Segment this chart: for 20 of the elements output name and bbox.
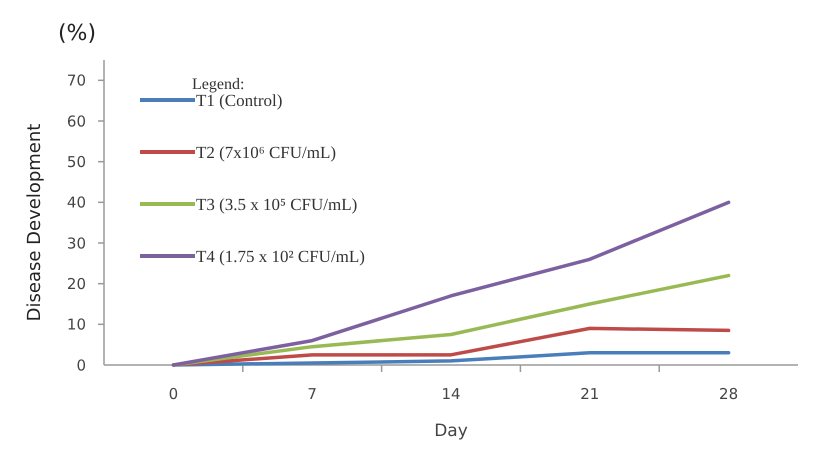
y-tick-label: 20 xyxy=(66,274,86,293)
y-tick-label: 10 xyxy=(66,316,86,334)
y-tick-label: 0 xyxy=(76,356,86,374)
y-tick-label: 60 xyxy=(66,112,86,130)
x-axis-title: Day xyxy=(434,421,468,441)
y-tick-label: 50 xyxy=(66,152,86,171)
x-tick-label: 7 xyxy=(307,385,317,403)
x-tick-label: 21 xyxy=(580,385,600,403)
legend-label: T3 (3.5 x 10⁵ CFU/mL) xyxy=(196,194,358,214)
y-axis-title: Disease Development xyxy=(24,124,45,322)
legend-title: Legend: xyxy=(192,76,244,93)
x-tick-label: 14 xyxy=(441,385,461,403)
legend-label: T2 (7x10⁶ CFU/mL) xyxy=(196,142,336,162)
x-tick-label: 28 xyxy=(719,385,738,403)
y-tick-label: 40 xyxy=(66,194,86,212)
y-tick-label: 30 xyxy=(66,234,86,252)
legend-label: T4 (1.75 x 10² CFU/mL) xyxy=(196,246,365,266)
y-tick-label: 70 xyxy=(66,72,86,90)
x-tick-label: 0 xyxy=(168,385,178,403)
text: (%) xyxy=(58,21,96,46)
